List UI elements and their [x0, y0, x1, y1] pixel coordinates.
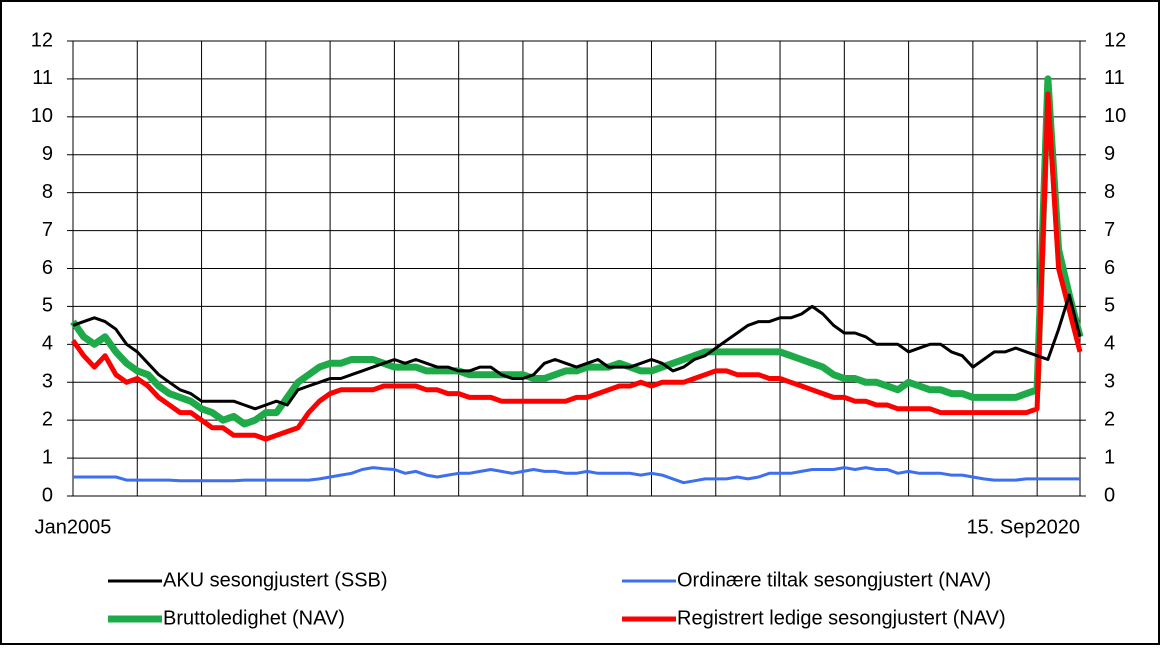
legend-label: Bruttoledighet (NAV): [163, 607, 345, 629]
y-tick-label: 9: [42, 143, 53, 165]
y-tick-label: 12: [31, 29, 53, 51]
y2-tick-label: 12: [1104, 29, 1126, 51]
y2-tick-label: 5: [1104, 295, 1115, 317]
series-line: [70, 91, 1083, 442]
y2-tick-label: 2: [1104, 408, 1115, 430]
y-tick-label: 6: [42, 257, 53, 279]
y2-tick-label: 1: [1104, 446, 1115, 468]
y2-tick-label: 7: [1104, 219, 1115, 241]
y2-tick-label: 11: [1104, 67, 1125, 89]
legend-label: AKU sesongjustert (SSB): [163, 569, 388, 591]
y-tick-label: 11: [32, 67, 53, 89]
y2-tick-label: 8: [1104, 181, 1115, 203]
y2-tick-label: 9: [1104, 143, 1115, 165]
y2-tick-label: 4: [1104, 333, 1115, 355]
chart-border: [0, 0, 1160, 645]
y-tick-label: 10: [31, 105, 53, 127]
legend-label: Registrert ledige sesongjustert (NAV): [677, 607, 1006, 629]
x-tick-label: Jan2005: [35, 516, 112, 538]
y-tick-label: 0: [42, 484, 53, 506]
y-tick-label: 2: [42, 408, 53, 430]
y2-tick-label: 6: [1104, 257, 1115, 279]
plot-frame: [72, 40, 1081, 497]
legend-label: Ordinære tiltak sesongjustert (NAV): [677, 569, 991, 591]
y-tick-label: 7: [42, 219, 53, 241]
y2-tick-label: 0: [1104, 484, 1115, 506]
series-line: [72, 293, 1082, 411]
y-tick-label: 4: [42, 333, 53, 355]
series-line: [73, 466, 1080, 485]
x-tick-label: 15. Sep2020: [967, 516, 1080, 538]
y-tick-label: 3: [42, 371, 53, 393]
series-line: [70, 75, 1084, 428]
y-tick-label: 8: [42, 181, 53, 203]
y-tick-label: 5: [42, 295, 53, 317]
y-tick-label: 1: [42, 446, 53, 468]
y2-tick-label: 10: [1104, 105, 1126, 127]
y2-tick-label: 3: [1104, 371, 1115, 393]
